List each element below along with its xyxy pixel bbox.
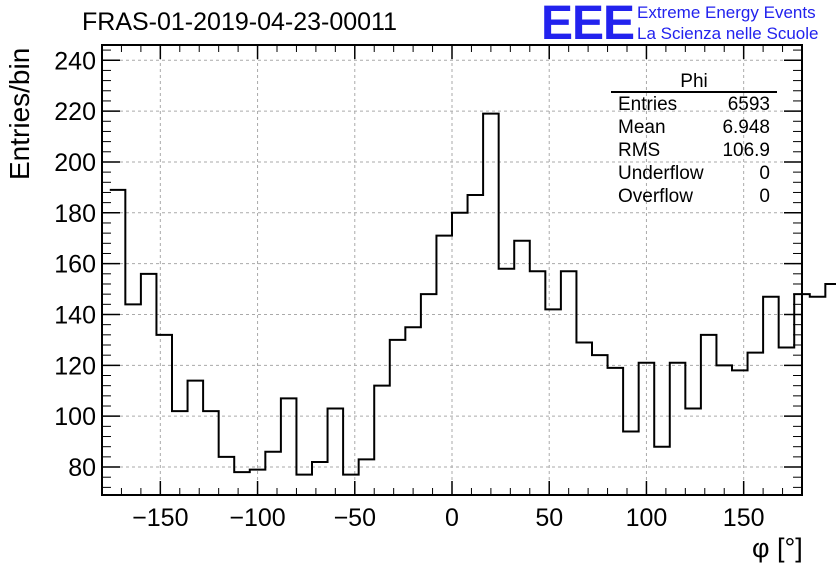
histogram-bin xyxy=(701,335,717,495)
histogram-bin xyxy=(390,340,406,495)
stats-box-title: Phi xyxy=(680,71,708,92)
logo-line-1: Extreme Energy Events xyxy=(637,3,816,22)
histogram-bin xyxy=(328,409,344,495)
histogram-bin xyxy=(203,411,219,495)
stat-value-entries: 6593 xyxy=(727,94,770,115)
histogram-bin xyxy=(405,327,421,495)
histogram-bin xyxy=(623,431,639,495)
y-tick-label: 160 xyxy=(54,251,96,279)
histogram-bin xyxy=(421,294,437,495)
x-tick-label: 50 xyxy=(535,504,563,532)
histogram-bin xyxy=(312,462,328,495)
stat-label-overflow: Overflow xyxy=(618,186,693,207)
histogram-bin xyxy=(810,297,826,495)
histogram-bin xyxy=(670,363,686,495)
histogram-bin xyxy=(281,398,297,495)
histogram-bin xyxy=(265,452,281,495)
histogram-bin xyxy=(576,342,592,495)
histogram-bin xyxy=(374,386,390,495)
stat-label-entries: Entries xyxy=(618,94,678,115)
x-axis-label: φ [°] xyxy=(752,533,803,563)
x-tick-label: 150 xyxy=(723,504,765,532)
histogram-bin xyxy=(716,365,732,495)
eee-logo: EEE xyxy=(541,0,635,50)
histogram-bin xyxy=(172,411,188,495)
y-tick-label: 240 xyxy=(54,47,96,75)
x-tick-label: −100 xyxy=(229,504,285,532)
histogram-bin xyxy=(763,297,779,495)
histogram-bin xyxy=(483,114,499,495)
y-tick-label: 140 xyxy=(54,301,96,329)
histogram-bin xyxy=(825,284,836,495)
histogram-bin xyxy=(141,274,157,495)
histogram-bin xyxy=(219,457,235,495)
stat-value-underflow: 0 xyxy=(759,163,770,184)
y-tick-label: 100 xyxy=(54,403,96,431)
histogram-bin xyxy=(654,447,670,495)
stat-value-mean: 6.948 xyxy=(722,117,770,138)
x-tick-label: 0 xyxy=(445,504,459,532)
stat-value-overflow: 0 xyxy=(759,186,770,207)
stat-value-rms: 106.9 xyxy=(722,140,770,161)
histogram-bin xyxy=(359,459,375,495)
histogram-bin xyxy=(639,363,655,495)
x-tick-label: −150 xyxy=(132,504,188,532)
histogram-bin xyxy=(779,348,795,495)
histogram-bin xyxy=(234,472,250,495)
histogram-bin xyxy=(343,475,359,495)
histogram-bin xyxy=(732,370,748,495)
histogram-bin xyxy=(468,195,484,495)
histogram-bin xyxy=(110,190,126,495)
histogram-bin xyxy=(545,309,561,495)
stat-label-underflow: Underflow xyxy=(618,163,704,184)
histogram-bin xyxy=(561,271,577,495)
histogram-bin xyxy=(156,335,172,495)
y-tick-label: 220 xyxy=(54,98,96,126)
histogram-bin xyxy=(592,355,608,495)
histogram-bin xyxy=(452,213,468,495)
x-tick-label: 100 xyxy=(626,504,668,532)
histogram-bin xyxy=(685,409,701,495)
histogram-bin xyxy=(125,304,141,495)
histogram-bin xyxy=(608,368,624,495)
stat-label-rms: RMS xyxy=(618,140,661,161)
y-tick-label: 200 xyxy=(54,149,96,177)
y-tick-label: 120 xyxy=(54,352,96,380)
histogram-bin xyxy=(188,381,204,495)
chart-title: FRAS-01-2019-04-23-00011 xyxy=(82,8,398,36)
histogram-bin xyxy=(436,236,452,495)
y-tick-label: 80 xyxy=(68,454,96,482)
histogram-line xyxy=(109,112,836,476)
histogram-bin xyxy=(748,353,764,495)
histogram-bin xyxy=(296,475,312,495)
histogram-bin xyxy=(514,241,530,495)
y-tick-label: 180 xyxy=(54,200,96,228)
stats-box-divider xyxy=(611,91,777,93)
stat-label-mean: Mean xyxy=(618,117,666,138)
x-tick-label: −50 xyxy=(334,504,376,532)
histogram-bin xyxy=(499,269,515,495)
logo-line-2: La Scienza nelle Scuole xyxy=(637,24,819,43)
histogram-bin xyxy=(530,271,546,495)
